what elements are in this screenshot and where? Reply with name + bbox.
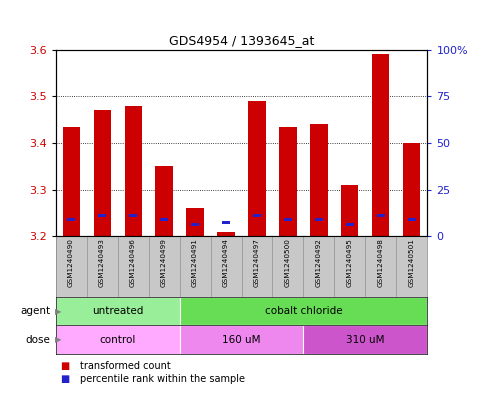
Bar (284, 218, 292, 222)
Bar (129, 213, 137, 217)
Bar (315, 218, 323, 222)
Bar (377, 213, 385, 217)
Text: GSM1240492: GSM1240492 (316, 238, 322, 287)
Text: ■: ■ (60, 374, 70, 384)
Bar (67, 218, 75, 222)
Text: ▶: ▶ (55, 307, 61, 316)
Text: ▶: ▶ (55, 335, 61, 344)
Text: 310 uM: 310 uM (346, 334, 385, 345)
Text: GSM1240495: GSM1240495 (347, 238, 353, 287)
Text: cobalt chloride: cobalt chloride (265, 306, 342, 316)
Bar (125, 105, 142, 236)
Text: GSM1240493: GSM1240493 (99, 238, 105, 287)
Text: GSM1240498: GSM1240498 (378, 238, 384, 287)
Text: untreated: untreated (92, 306, 143, 316)
Bar (303, 325, 427, 354)
Text: control: control (99, 334, 136, 345)
Text: GSM1240501: GSM1240501 (409, 238, 415, 287)
Bar (62, 127, 80, 236)
Text: GSM1240497: GSM1240497 (254, 238, 260, 287)
Bar (311, 124, 327, 236)
Bar (156, 166, 172, 236)
Text: GSM1240496: GSM1240496 (130, 238, 136, 287)
Text: GSM1240491: GSM1240491 (192, 238, 198, 287)
Bar (98, 213, 106, 217)
Text: 160 uM: 160 uM (222, 334, 261, 345)
Text: transformed count: transformed count (80, 361, 170, 371)
Bar (217, 231, 235, 236)
Bar (346, 223, 354, 226)
Text: dose: dose (26, 334, 51, 345)
Bar (372, 54, 389, 236)
Text: GSM1240500: GSM1240500 (285, 238, 291, 287)
Bar (56, 297, 180, 325)
Text: agent: agent (21, 306, 51, 316)
Bar (94, 110, 111, 236)
Bar (56, 325, 180, 354)
Title: GDS4954 / 1393645_at: GDS4954 / 1393645_at (169, 34, 314, 47)
Text: percentile rank within the sample: percentile rank within the sample (80, 374, 245, 384)
Bar (280, 127, 297, 236)
Text: GSM1240490: GSM1240490 (68, 238, 74, 287)
Bar (253, 213, 261, 217)
Bar (403, 143, 421, 236)
Bar (341, 185, 358, 236)
Text: GSM1240499: GSM1240499 (161, 238, 167, 287)
Bar (186, 208, 203, 236)
Bar (180, 325, 303, 354)
Text: GSM1240494: GSM1240494 (223, 238, 229, 287)
Bar (160, 218, 168, 222)
Bar (222, 220, 230, 224)
Bar (408, 218, 416, 222)
Bar (248, 101, 266, 236)
Bar (191, 223, 199, 226)
Bar (180, 297, 427, 325)
Text: ■: ■ (60, 361, 70, 371)
